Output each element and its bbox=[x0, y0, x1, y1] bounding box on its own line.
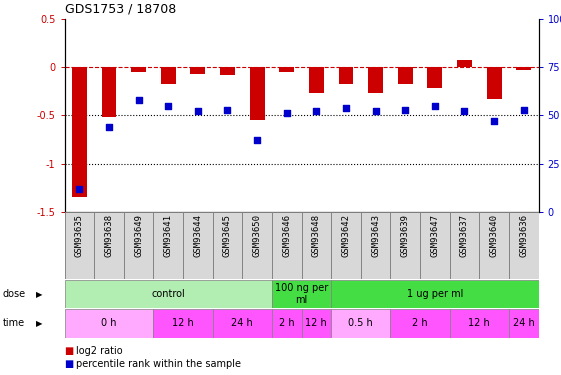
Text: ■: ■ bbox=[65, 346, 73, 355]
Bar bbox=[339, 67, 353, 84]
Bar bbox=[161, 67, 176, 84]
Bar bbox=[368, 67, 383, 93]
Bar bbox=[183, 212, 213, 279]
Point bbox=[104, 124, 113, 130]
Text: 24 h: 24 h bbox=[231, 318, 253, 328]
Text: GSM93638: GSM93638 bbox=[104, 214, 113, 257]
Bar bbox=[153, 212, 183, 279]
Bar bbox=[72, 67, 87, 197]
Text: GSM93646: GSM93646 bbox=[282, 214, 291, 257]
Text: control: control bbox=[151, 289, 185, 299]
Text: GSM93649: GSM93649 bbox=[134, 214, 143, 257]
Point bbox=[282, 110, 291, 116]
Bar bbox=[450, 212, 479, 279]
Point bbox=[75, 186, 84, 192]
Point bbox=[164, 103, 173, 109]
Point bbox=[519, 106, 528, 112]
Text: dose: dose bbox=[3, 289, 26, 299]
Point bbox=[342, 105, 351, 111]
Text: 0 h: 0 h bbox=[101, 318, 117, 328]
Text: GSM93642: GSM93642 bbox=[342, 214, 351, 257]
Point bbox=[134, 97, 143, 103]
Text: 2 h: 2 h bbox=[279, 318, 295, 328]
Text: ■: ■ bbox=[65, 359, 73, 369]
Text: GSM93641: GSM93641 bbox=[164, 214, 173, 257]
Point bbox=[371, 108, 380, 114]
Bar bbox=[361, 212, 390, 279]
Bar bbox=[94, 212, 124, 279]
Point bbox=[430, 103, 439, 109]
Point bbox=[401, 106, 410, 112]
Text: GSM93636: GSM93636 bbox=[519, 214, 528, 257]
Bar bbox=[509, 309, 539, 338]
Bar bbox=[309, 67, 324, 93]
Bar bbox=[331, 212, 361, 279]
Bar bbox=[190, 67, 205, 74]
Bar bbox=[390, 212, 420, 279]
Text: time: time bbox=[3, 318, 25, 328]
Text: percentile rank within the sample: percentile rank within the sample bbox=[76, 359, 241, 369]
Point bbox=[460, 108, 469, 114]
Bar bbox=[272, 309, 301, 338]
Bar bbox=[331, 309, 390, 338]
Text: 0.5 h: 0.5 h bbox=[348, 318, 373, 328]
Bar bbox=[272, 212, 301, 279]
Text: 2 h: 2 h bbox=[412, 318, 428, 328]
Point bbox=[194, 108, 203, 114]
Bar bbox=[153, 309, 213, 338]
Text: GSM93640: GSM93640 bbox=[490, 214, 499, 257]
Bar bbox=[102, 67, 116, 117]
Bar bbox=[331, 280, 539, 308]
Point bbox=[252, 137, 261, 143]
Text: GSM93643: GSM93643 bbox=[371, 214, 380, 257]
Bar bbox=[398, 67, 413, 84]
Bar bbox=[516, 67, 531, 70]
Text: GSM93647: GSM93647 bbox=[430, 214, 439, 257]
Point bbox=[312, 108, 321, 114]
Text: GDS1753 / 18708: GDS1753 / 18708 bbox=[65, 2, 176, 15]
Text: 12 h: 12 h bbox=[172, 318, 194, 328]
Bar bbox=[65, 280, 272, 308]
Text: ▶: ▶ bbox=[36, 319, 43, 328]
Text: ▶: ▶ bbox=[36, 290, 43, 298]
Bar bbox=[420, 212, 450, 279]
Bar bbox=[450, 309, 509, 338]
Bar bbox=[220, 67, 235, 75]
Text: 1 ug per ml: 1 ug per ml bbox=[407, 289, 463, 299]
Bar bbox=[487, 67, 502, 99]
Text: log2 ratio: log2 ratio bbox=[76, 346, 122, 355]
Bar bbox=[65, 309, 153, 338]
Bar bbox=[301, 309, 331, 338]
Text: GSM93644: GSM93644 bbox=[194, 214, 203, 257]
Bar bbox=[509, 212, 539, 279]
Point bbox=[490, 118, 499, 124]
Bar bbox=[213, 309, 272, 338]
Point bbox=[223, 106, 232, 112]
Bar bbox=[213, 212, 242, 279]
Bar bbox=[65, 212, 94, 279]
Text: 12 h: 12 h bbox=[306, 318, 327, 328]
Text: GSM93635: GSM93635 bbox=[75, 214, 84, 257]
Bar bbox=[250, 67, 264, 120]
Text: GSM93648: GSM93648 bbox=[312, 214, 321, 257]
Bar bbox=[279, 67, 294, 72]
Text: GSM93645: GSM93645 bbox=[223, 214, 232, 257]
Bar bbox=[131, 67, 146, 72]
Bar bbox=[427, 67, 442, 88]
Bar bbox=[390, 309, 450, 338]
Bar bbox=[479, 212, 509, 279]
Bar bbox=[242, 212, 272, 279]
Bar bbox=[124, 212, 153, 279]
Text: 24 h: 24 h bbox=[513, 318, 535, 328]
Text: 100 ng per
ml: 100 ng per ml bbox=[275, 284, 328, 305]
Text: GSM93637: GSM93637 bbox=[460, 214, 469, 257]
Bar bbox=[301, 212, 331, 279]
Text: GSM93650: GSM93650 bbox=[252, 214, 261, 257]
Bar bbox=[457, 60, 472, 67]
Text: GSM93639: GSM93639 bbox=[401, 214, 410, 257]
Bar bbox=[272, 280, 331, 308]
Text: 12 h: 12 h bbox=[468, 318, 490, 328]
